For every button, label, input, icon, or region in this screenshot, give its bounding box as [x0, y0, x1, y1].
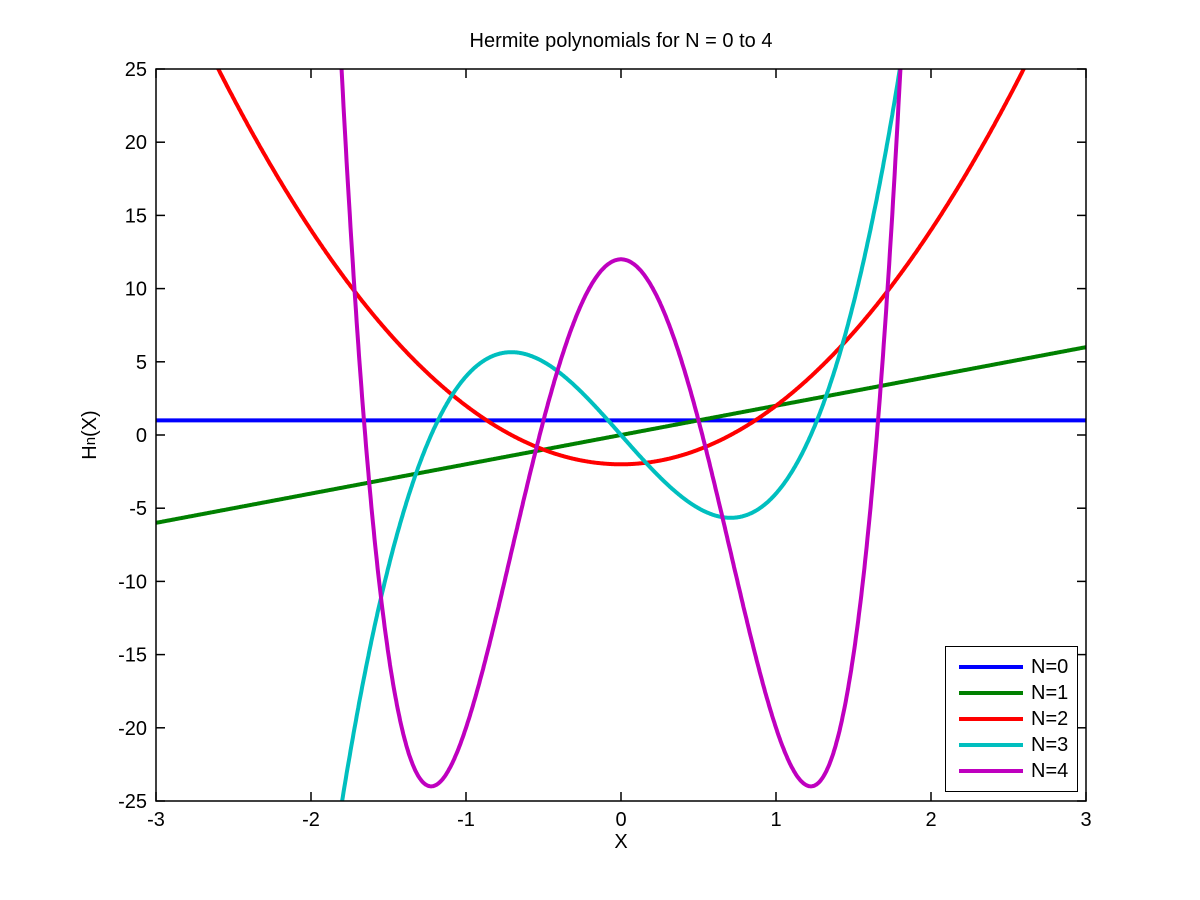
- y-tick-label: -25: [118, 791, 147, 813]
- legend-item-N4: N=4: [959, 761, 1077, 781]
- y-tick-label: -20: [118, 718, 147, 740]
- legend-item-N0: N=0: [959, 657, 1077, 677]
- y-tick-label: 5: [136, 352, 147, 374]
- x-tick-label: 0: [615, 809, 626, 831]
- ylabel-rest: (X): [78, 410, 101, 437]
- x-tick-label: 1: [770, 809, 781, 831]
- legend-item-N2: N=2: [959, 709, 1077, 729]
- legend-label: N=3: [1031, 734, 1069, 756]
- y-tick-label: 15: [125, 205, 147, 227]
- series-line-N3: [340, 69, 902, 801]
- curves-group: [156, 69, 1086, 801]
- ylabel-main: H: [78, 445, 101, 460]
- legend-label: N=4: [1031, 760, 1069, 782]
- chart-title: Hermite polynomials for N = 0 to 4: [469, 30, 773, 52]
- legend-label: N=1: [1031, 682, 1069, 704]
- legend-item-N1: N=1: [959, 683, 1077, 703]
- legend-line-sample: [959, 743, 1023, 747]
- series-line-N4: [339, 69, 903, 789]
- y-tick-label: 0: [136, 425, 147, 447]
- legend-line-sample: [959, 717, 1023, 721]
- x-tick-label: 2: [925, 809, 936, 831]
- y-tick-label: 10: [125, 279, 147, 301]
- legend-item-N3: N=3: [959, 735, 1077, 755]
- y-tick-label: 20: [125, 132, 147, 154]
- legend-line-sample: [959, 665, 1023, 669]
- legend-box: N=0 N=1 N=2 N=3 N=4: [945, 646, 1078, 792]
- y-tick-label: 25: [125, 59, 147, 81]
- y-tick-label: -5: [129, 498, 147, 520]
- series-line-N2: [216, 69, 1026, 467]
- x-tick-label: -1: [457, 809, 475, 831]
- legend-label: N=0: [1031, 656, 1069, 678]
- y-tick-label: -10: [118, 571, 147, 593]
- x-axis-label: X: [614, 831, 628, 853]
- legend-label: N=2: [1031, 708, 1069, 730]
- legend-line-sample: [959, 769, 1023, 773]
- x-tick-label: 3: [1080, 809, 1091, 831]
- x-tick-label: -3: [147, 809, 165, 831]
- ylabel-subscript: n: [81, 436, 99, 446]
- legend-line-sample: [959, 691, 1023, 695]
- y-tick-label: -15: [118, 645, 147, 667]
- x-tick-label: -2: [302, 809, 320, 831]
